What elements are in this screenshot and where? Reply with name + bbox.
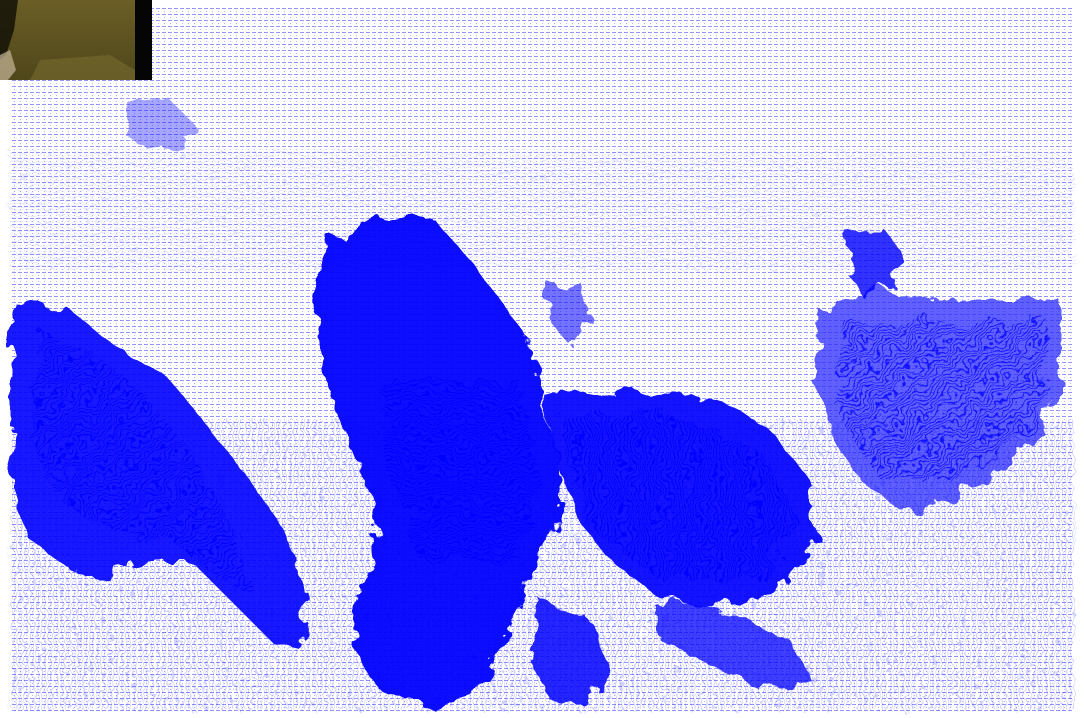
source-frame-inset (0, 0, 152, 80)
inset-image (0, 0, 152, 80)
texture-strokes (10, 150, 1074, 710)
